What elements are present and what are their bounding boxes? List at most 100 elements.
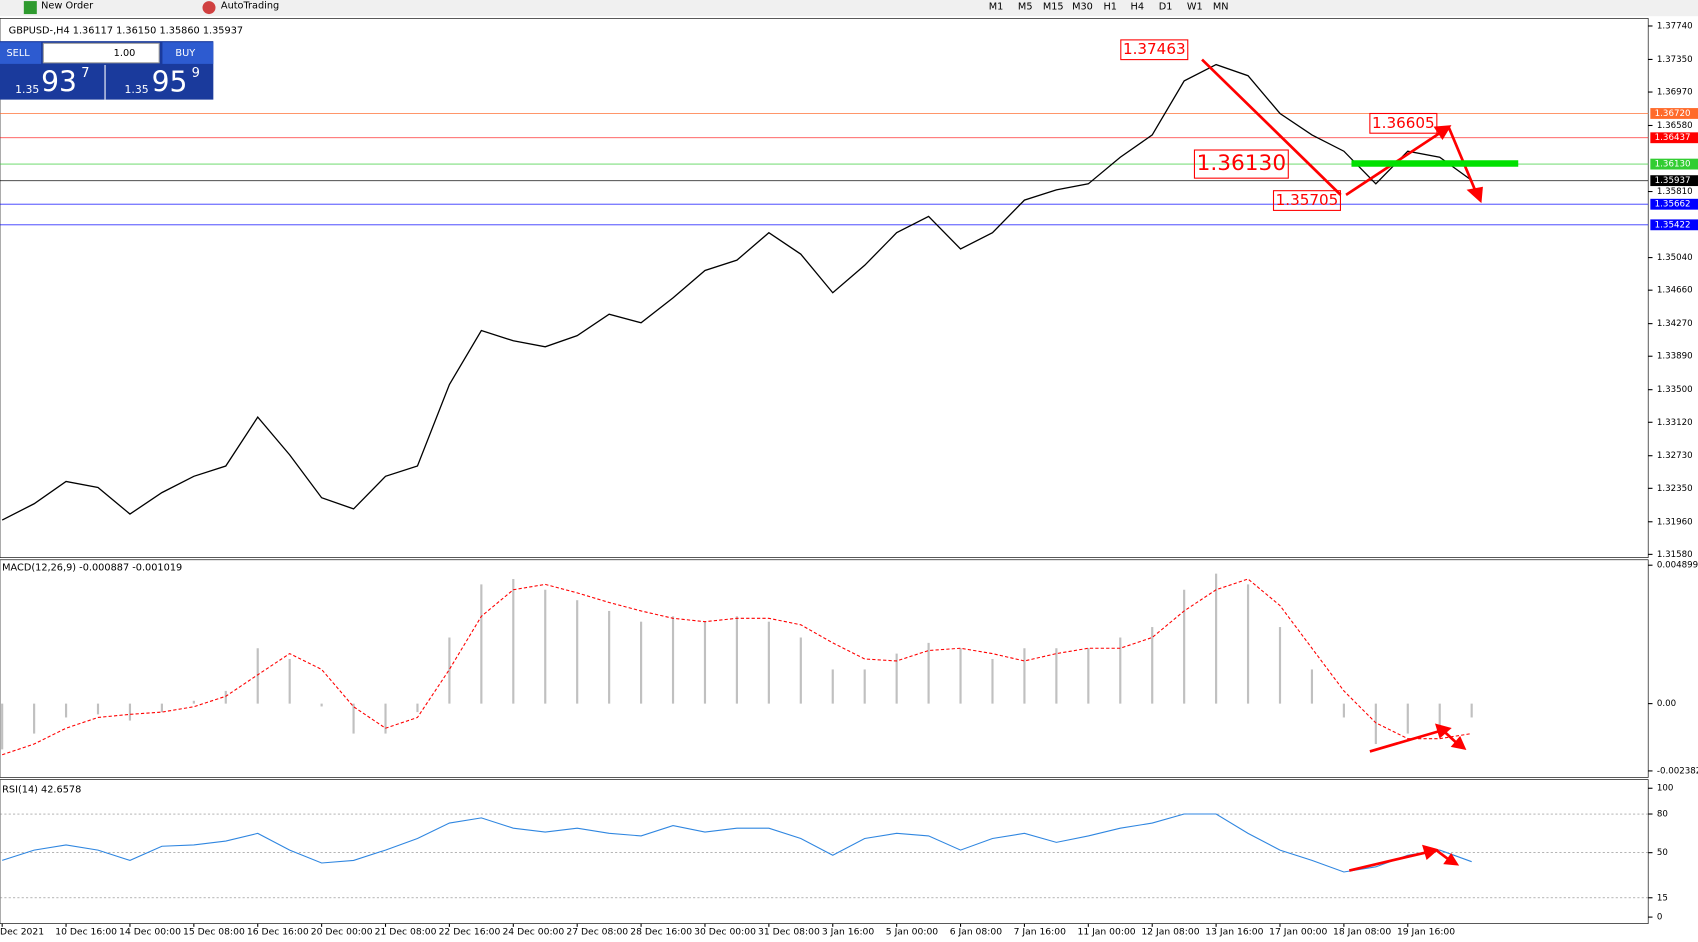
- timeframe-button[interactable]: M5: [1018, 1, 1033, 12]
- macd-bar: [959, 648, 962, 704]
- autotrading-icon[interactable]: [202, 1, 216, 15]
- x-tick-label: 10 Dec 16:00: [55, 927, 117, 938]
- macd-bar: [863, 669, 866, 704]
- timeframe-button[interactable]: M30: [1072, 1, 1093, 12]
- x-tick-label: 18 Jan 08:00: [1333, 927, 1391, 938]
- macd-bar: [576, 600, 579, 704]
- x-tick-label: 30 Dec 00:00: [694, 927, 756, 938]
- new-order-icon[interactable]: [23, 1, 37, 15]
- macd-bar: [1374, 703, 1377, 745]
- ask-frac: 9: [192, 66, 200, 81]
- price-label: 1.35662: [1655, 200, 1691, 210]
- price-label-bg: [1650, 219, 1698, 231]
- macd-bar: [1470, 703, 1473, 718]
- macd-bar: [1215, 573, 1218, 704]
- y-tick-label: 1.37740: [1657, 21, 1693, 31]
- macd-bar: [1119, 637, 1122, 704]
- y-tick-label: -0.002382: [1657, 766, 1698, 776]
- arrow: [1369, 729, 1441, 753]
- arrow: [1435, 848, 1450, 861]
- sell-button[interactable]: [0, 42, 42, 64]
- price-label-bg: [1650, 198, 1698, 210]
- x-tick-label: 21 Dec 08:00: [375, 927, 437, 938]
- new-order-button[interactable]: New Order: [41, 0, 93, 11]
- macd-bar: [288, 658, 291, 704]
- trade-panel: SELL 1.00 BUY 1.35 93 7 1.35 95 9: [0, 41, 214, 100]
- drawn-arrows: [1201, 58, 1483, 872]
- arrow-head: [1433, 125, 1452, 141]
- rsi-line: [1, 813, 1472, 873]
- macd-bar: [1055, 648, 1058, 704]
- arrow-head: [1450, 735, 1467, 751]
- price-label-bg: [1650, 108, 1698, 119]
- buy-button[interactable]: [162, 42, 214, 64]
- timeframe-button[interactable]: W1: [1187, 1, 1203, 12]
- y-tick-label: 1.36580: [1657, 121, 1693, 131]
- y-tick-label: 1.33500: [1657, 385, 1693, 395]
- macd-bar: [512, 579, 515, 704]
- lot-value[interactable]: 1.00: [114, 48, 136, 59]
- x-tick-label: 7 Jan 16:00: [1014, 927, 1066, 938]
- x-tick-label: 3 Jan 16:00: [822, 927, 874, 938]
- timeframe-button[interactable]: M1: [989, 1, 1004, 12]
- y-tick-label: 1.37350: [1657, 55, 1693, 65]
- macd-bar: [64, 703, 68, 718]
- macd-bar: [1342, 703, 1345, 718]
- plots: 1.377401.373501.369701.365801.358101.350…: [0, 21, 1698, 938]
- timeframe-button[interactable]: H4: [1131, 1, 1145, 12]
- bid-frac: 7: [81, 66, 89, 81]
- symbol-header: GBPUSD-,H4 1.36117 1.36150 1.35860 1.359…: [9, 25, 243, 36]
- x-tick-label: 5 Jan 00:00: [886, 927, 938, 938]
- y-tick-label: 1.32350: [1657, 484, 1693, 494]
- arrow-head: [1422, 844, 1439, 860]
- y-tick-label: 0.004899: [1657, 561, 1698, 571]
- annotation-box: [1120, 39, 1189, 61]
- timeframe-button[interactable]: M15: [1043, 1, 1064, 12]
- autotrading-button[interactable]: AutoTrading: [221, 0, 279, 11]
- x-tick-label: 20 Dec 00:00: [311, 927, 373, 938]
- macd-bar: [1438, 703, 1441, 732]
- macd-bar: [1310, 669, 1314, 704]
- price-label: 1.35937: [1655, 176, 1691, 186]
- arrow: [1348, 850, 1428, 872]
- bid-pips: 93: [41, 65, 77, 98]
- annotation-label: 1.35705: [1276, 191, 1339, 209]
- sell-label[interactable]: SELL: [6, 48, 30, 59]
- buy-label[interactable]: BUY: [175, 48, 195, 59]
- macd-bar: [96, 703, 100, 715]
- y-tick-label: 1.33890: [1657, 352, 1693, 362]
- macd-bar: [608, 610, 611, 704]
- timeframe-button[interactable]: H1: [1103, 1, 1117, 12]
- x-tick-label: 28 Dec 16:00: [630, 927, 692, 938]
- main-panel: [0, 18, 1649, 558]
- macd-bar: [416, 703, 419, 713]
- price-label-bg: [1650, 132, 1698, 144]
- x-tick-label: 12 Jan 08:00: [1141, 927, 1199, 938]
- y-tick-label: 1.35040: [1657, 253, 1693, 263]
- timeframe-button[interactable]: MN: [1213, 1, 1229, 12]
- macd-bar: [128, 703, 132, 721]
- macd-bar: [927, 642, 930, 704]
- y-tick-label: 1.35810: [1657, 187, 1693, 197]
- y-tick-label: 1.31960: [1657, 517, 1693, 527]
- macd-bar: [1183, 589, 1186, 704]
- macd-bar: [671, 616, 675, 704]
- arrow-head: [1466, 186, 1483, 204]
- macd-bar: [33, 703, 36, 734]
- macd-bar: [544, 589, 547, 704]
- price-label-bg: [1650, 175, 1698, 187]
- y-tick-label: 0: [1657, 913, 1663, 923]
- macd-panel: [0, 559, 1649, 778]
- macd-bar: [767, 621, 770, 704]
- arrow-head: [1443, 852, 1460, 866]
- macd-bar: [320, 703, 323, 707]
- macd-bar: [384, 703, 387, 734]
- x-tick-label: 13 Jan 16:00: [1205, 927, 1263, 938]
- macd-signal: [1, 578, 1472, 756]
- x-tick-label: 11 Jan 00:00: [1077, 927, 1135, 938]
- timeframe-button[interactable]: D1: [1159, 1, 1173, 12]
- lot-input[interactable]: [42, 42, 160, 64]
- rsi-title: RSI(14) 42.6578: [2, 784, 81, 795]
- macd-bar: [448, 637, 451, 704]
